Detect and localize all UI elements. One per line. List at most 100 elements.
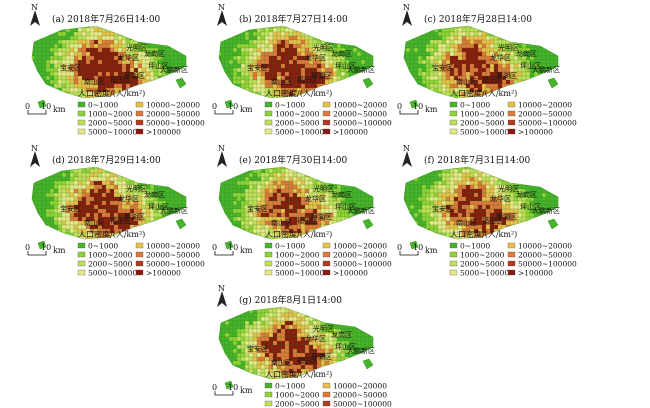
density-cell (356, 180, 362, 186)
density-cell (133, 27, 139, 33)
density-cell (360, 91, 366, 97)
density-cell (219, 67, 222, 73)
density-cell (445, 192, 451, 198)
density-cell (368, 31, 373, 37)
density-cell (477, 172, 483, 178)
density-cell (224, 168, 230, 174)
density-cell (45, 31, 51, 37)
density-cell (149, 83, 155, 89)
density-cell (292, 196, 298, 202)
density-cell (445, 220, 451, 226)
density-cell (169, 176, 175, 182)
density-cell (549, 26, 555, 29)
density-cell (33, 26, 39, 29)
density-cell (264, 216, 270, 222)
density-cell (232, 204, 238, 210)
north-arrow-icon: N (402, 144, 412, 167)
density-cell (364, 228, 370, 234)
density-cell (161, 180, 167, 186)
density-cell (453, 63, 459, 69)
density-cell (228, 308, 234, 314)
density-cell (181, 180, 186, 186)
legend-item: 0~1000 (449, 242, 490, 251)
density-cell (85, 71, 91, 77)
density-cell (45, 67, 51, 73)
density-cell (549, 172, 555, 178)
legend-label: 5000~10000 (88, 269, 137, 278)
density-cell (437, 79, 443, 85)
density-cell (445, 35, 451, 41)
density-cell (276, 316, 282, 322)
density-cell (308, 168, 314, 174)
density-cell (557, 55, 558, 61)
density-cell (220, 232, 226, 238)
density-cell (453, 184, 459, 190)
density-cell (360, 167, 366, 170)
density-cell (284, 35, 290, 41)
density-cell (219, 31, 222, 37)
density-cell (105, 192, 111, 198)
density-cell (33, 27, 39, 33)
density-cell (232, 224, 238, 230)
density-cell (469, 55, 475, 61)
north-arrow-icon: N (30, 144, 40, 167)
density-cell (41, 39, 47, 45)
density-cell (549, 196, 555, 202)
density-cell (133, 172, 139, 178)
density-cell (457, 51, 463, 57)
density-cell (457, 180, 463, 186)
density-cell (421, 35, 427, 41)
density-cell (469, 196, 475, 202)
density-cell (236, 63, 242, 69)
density-cell (93, 176, 99, 182)
density-cell (32, 236, 35, 239)
density-cell (405, 196, 411, 202)
density-cell (549, 168, 555, 174)
density-cell (356, 47, 362, 53)
density-cell (505, 31, 511, 37)
density-cell (304, 63, 310, 69)
density-cell (404, 172, 407, 178)
density-cell (256, 83, 262, 89)
density-cell (413, 55, 419, 61)
density-cell (481, 208, 487, 214)
density-cell (485, 180, 491, 186)
density-cell (113, 204, 119, 210)
scale-ten: 10 (228, 102, 238, 111)
density-cell (409, 220, 415, 226)
density-cell (236, 180, 242, 186)
density-cell (109, 192, 115, 198)
density-cell (340, 212, 346, 218)
density-cell (356, 308, 362, 314)
legend-swatch (322, 251, 331, 258)
density-cell (181, 39, 186, 45)
density-cell (292, 184, 298, 190)
density-cell (320, 176, 326, 182)
density-cell (405, 228, 411, 234)
density-cell (173, 91, 179, 97)
density-cell (145, 71, 151, 77)
density-cell (89, 208, 95, 214)
density-cell (240, 31, 246, 37)
density-cell (33, 196, 39, 202)
density-cell (45, 91, 51, 97)
density-cell (453, 204, 459, 210)
density-cell (41, 59, 47, 65)
density-cell (173, 39, 179, 45)
legend-item: 50000~100000 (507, 260, 577, 269)
density-cell (549, 228, 555, 234)
density-cell (477, 224, 483, 230)
density-cell (45, 212, 51, 218)
density-cell (352, 91, 358, 97)
density-cell (316, 31, 322, 37)
density-cell (33, 31, 39, 37)
density-cell (228, 196, 234, 202)
density-cell (453, 95, 459, 98)
density-cell (268, 43, 274, 49)
density-cell (360, 312, 366, 318)
density-cell (219, 75, 222, 81)
density-cell (236, 75, 242, 81)
density-cell (336, 168, 342, 174)
density-cell (348, 39, 354, 45)
density-cell (449, 75, 455, 81)
